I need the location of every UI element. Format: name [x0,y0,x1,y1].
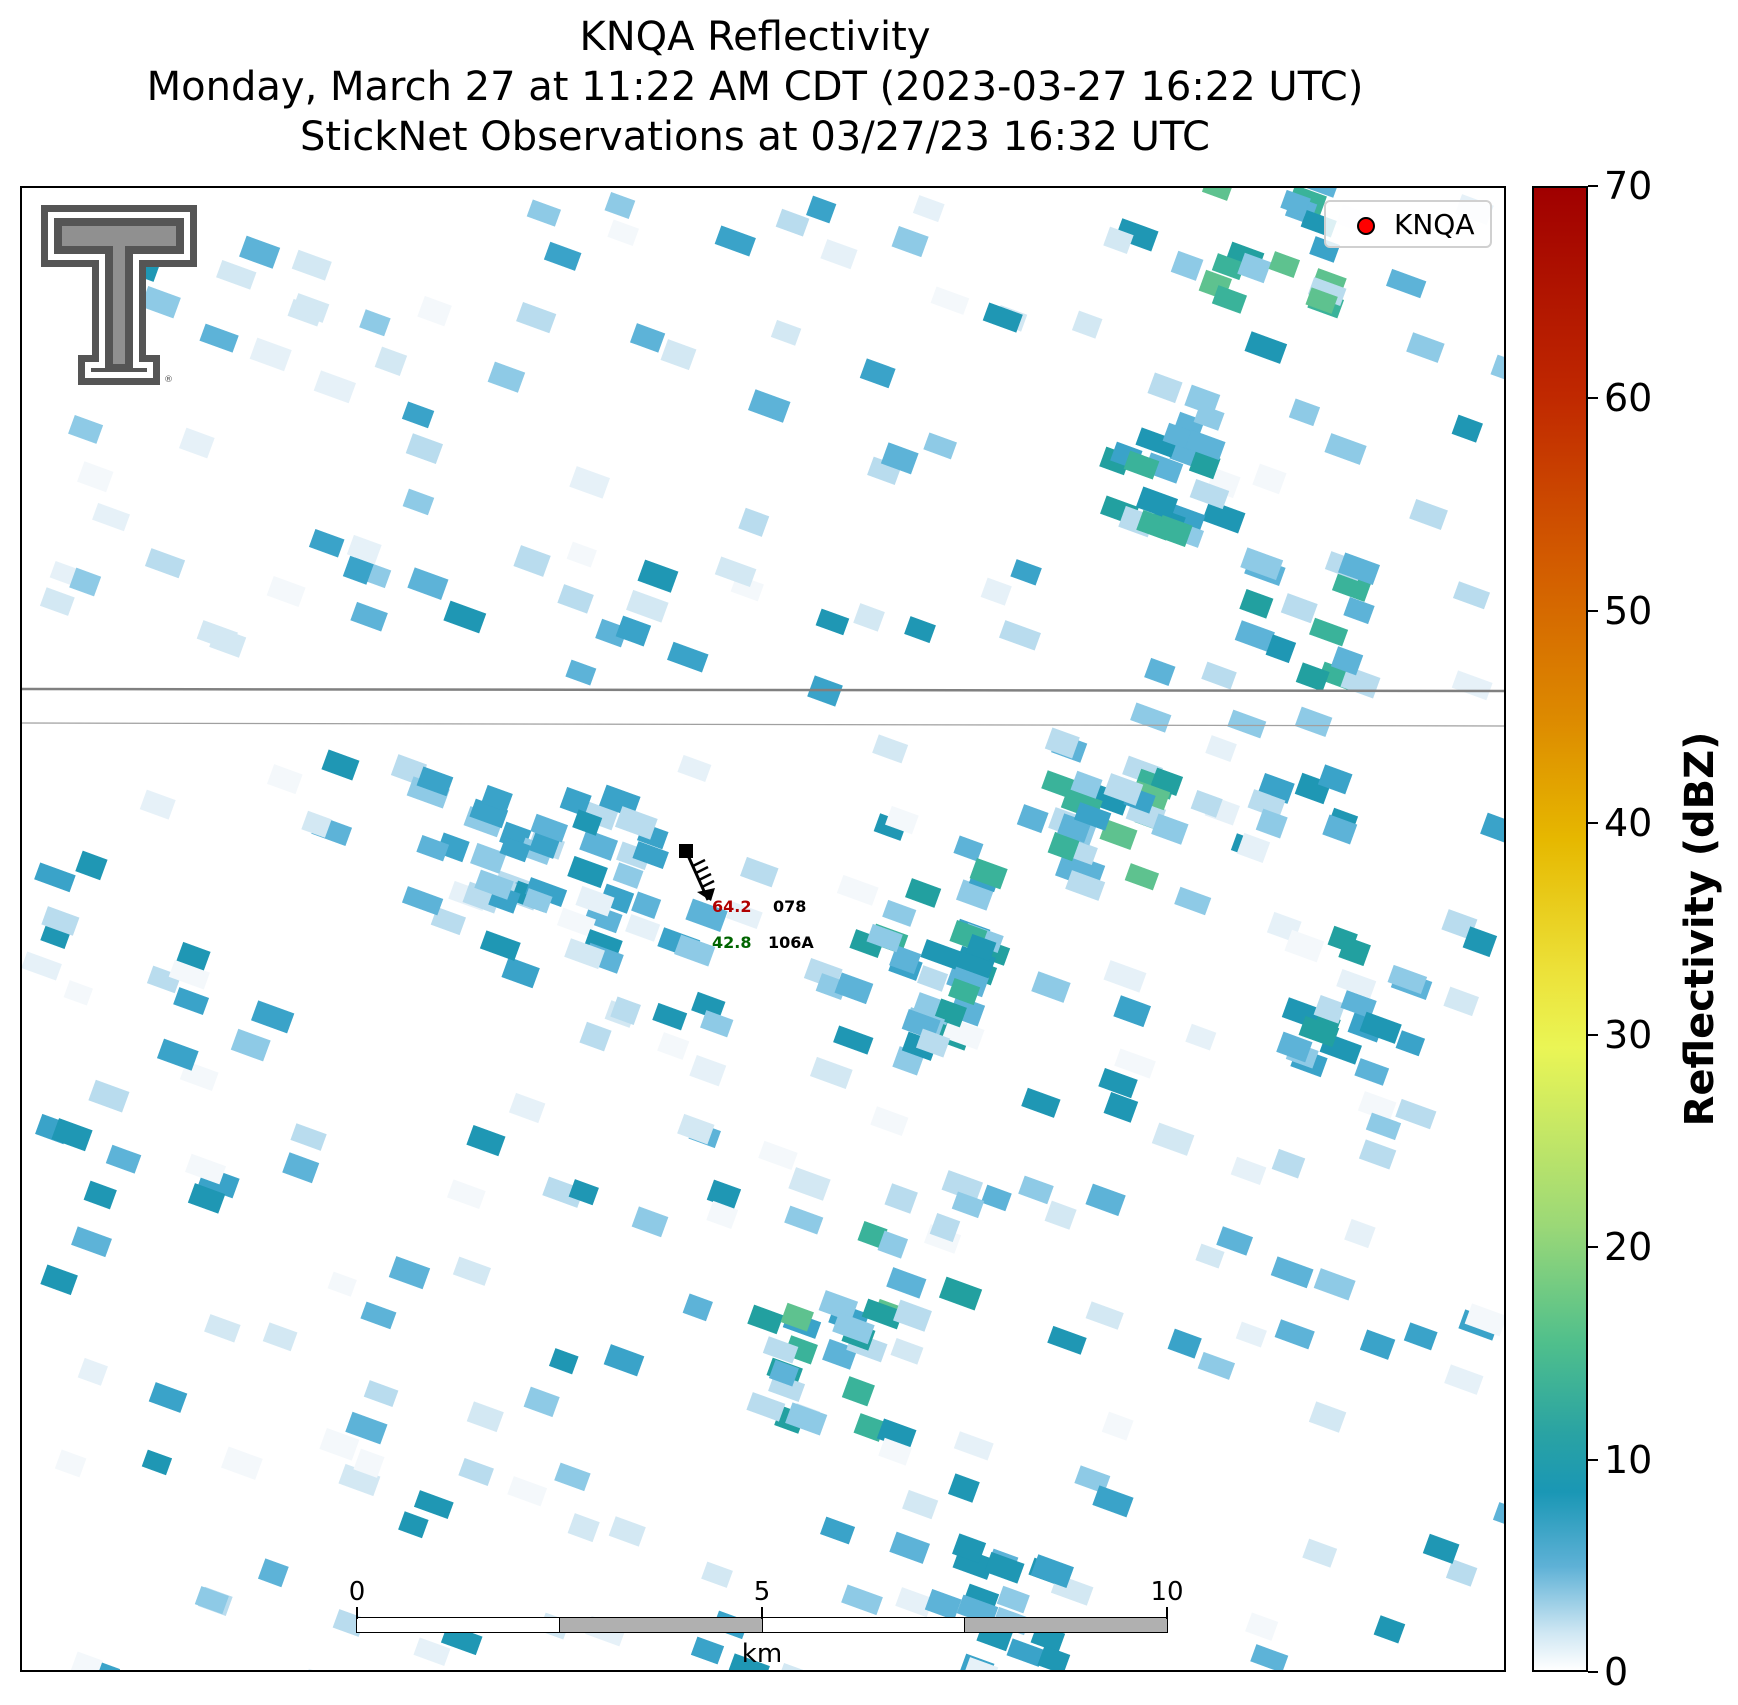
scale-segment [964,1618,1167,1632]
colorbar-tick [1588,821,1598,824]
colorbar-tick-label: 70 [1604,164,1653,208]
radar-gates-layer: ® [22,188,1504,1670]
colorbar-tick [1588,609,1598,612]
colorbar-tick-label: 50 [1604,588,1653,633]
station-dewpoint: 42.8 [712,933,752,952]
scale-label-10: 10 [1150,1577,1184,1607]
colorbar-tick [1588,1246,1598,1249]
colorbar-tick-label: 60 [1604,376,1653,421]
sticknet-station-106A [679,844,715,901]
station-temperature: 64.2 [712,897,752,916]
map-legend: KNQA [1324,200,1492,248]
scale-segment [761,1618,965,1632]
colorbar-tick [1588,185,1598,187]
scale-label-5: 5 [753,1577,771,1607]
colorbar-tick-label: 30 [1604,1013,1653,1058]
wind-barb-icon [684,850,715,901]
colorbar-tick [1588,397,1598,400]
colorbar-tick-label: 10 [1604,1437,1653,1482]
scale-bar [356,1617,1168,1633]
reflectivity-map: ® 64.2 078 42.8 106A KNQA [20,186,1506,1672]
legend-label: KNQA [1394,208,1475,241]
station-pressure: 078 [773,897,807,916]
svg-text:®: ® [164,375,173,385]
title-observations: StickNet Observations at 03/27/23 16:32 … [300,114,1210,160]
title-timestamp: Monday, March 27 at 11:22 AM CDT (2023-0… [146,64,1364,110]
colorbar-title: Reflectivity (dBZ) [1677,731,1723,1127]
reflectivity-gates [22,188,1504,1670]
radar-site-marker-icon [1357,217,1375,235]
scale-unit: km [741,1639,783,1669]
plot-title: KNQA Reflectivity Monday, March 27 at 11… [0,12,1510,162]
colorbar-tick [1588,1034,1598,1037]
title-radar-name: KNQA Reflectivity [579,14,931,60]
scale-label-0: 0 [348,1577,366,1607]
scale-tick [356,1607,358,1619]
colorbar-tick-label: 20 [1604,1225,1653,1270]
scale-tick [1166,1607,1168,1619]
boundary-line-lower [22,722,1504,727]
scale-segment [357,1618,559,1632]
scale-tick [761,1607,763,1619]
colorbar-tick-label: 0 [1604,1650,1629,1694]
boundary-line-upper [22,687,1504,693]
texas-tech-logo-icon: ® [41,205,197,385]
colorbar-tick [1588,1671,1598,1673]
scale-segment [558,1618,762,1632]
colorbar-tick-label: 40 [1604,800,1653,845]
colorbar-tick [1588,1458,1598,1461]
station-id: 106A [768,933,814,952]
reflectivity-colorbar [1532,186,1588,1672]
